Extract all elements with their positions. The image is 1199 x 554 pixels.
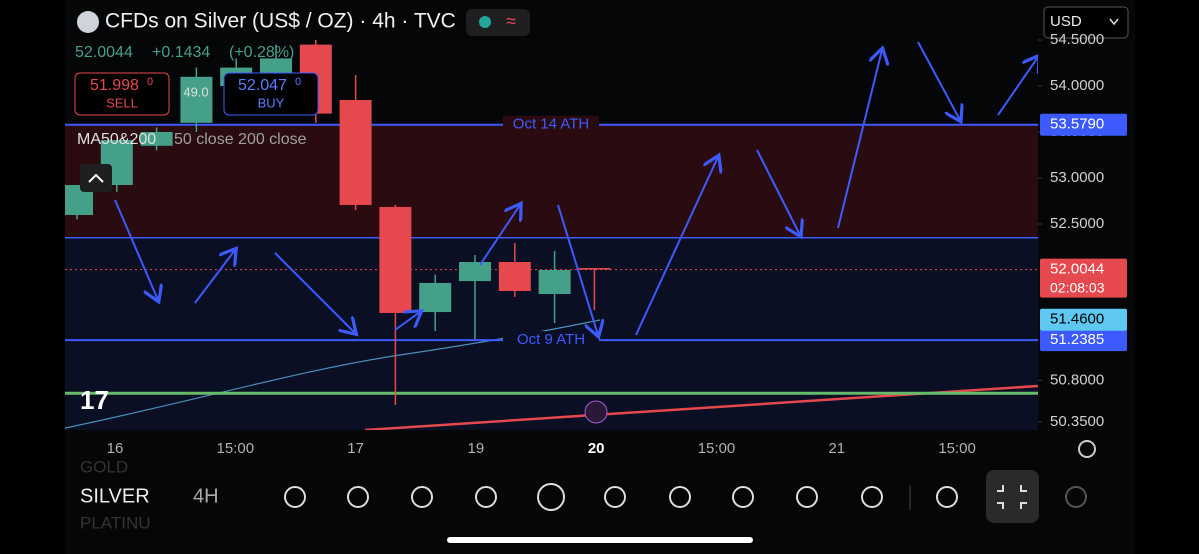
indicator-name: MA50&200 <box>77 131 156 148</box>
candle-body <box>459 262 491 282</box>
toolbar-icon[interactable] <box>936 486 958 508</box>
ghost-above: GOLD <box>80 457 128 476</box>
flash-icon <box>584 400 608 424</box>
home-indicator <box>447 537 753 543</box>
candle-body <box>538 270 571 295</box>
toolbar-icon[interactable] <box>411 486 433 508</box>
indicator-params: 50 close 200 close <box>174 131 307 148</box>
price: 52.0044 <box>75 44 133 61</box>
status-wave: ≈ <box>506 11 516 31</box>
price-tag-label: 52.0044 <box>1050 261 1104 278</box>
arrow <box>635 157 718 336</box>
candle-body <box>498 262 531 291</box>
level-label: Oct 9 ATH <box>517 331 585 348</box>
plot: Oct 14 ATH Oct 9 ATH <box>65 40 1038 430</box>
overlay: CFDs on Silver (US$ / OZ) · 4h · TVC ≈52.… <box>74 6 1129 543</box>
arrow <box>557 204 598 335</box>
price-tag <box>1040 329 1127 352</box>
level-label-bg <box>503 115 599 134</box>
countdown: 02:08:03 <box>1050 279 1105 295</box>
currency-caret <box>1109 18 1119 26</box>
price-tag-label: 51.4600 <box>1050 311 1104 328</box>
currency: USD <box>1050 13 1082 30</box>
arrow <box>194 250 235 304</box>
toolbar-icon[interactable] <box>475 486 497 508</box>
ma-50 <box>65 319 601 429</box>
price-tag <box>1040 308 1127 331</box>
time-label: 16 <box>107 440 124 457</box>
fullscreen-btn[interactable] <box>986 470 1039 523</box>
time-label: 21 <box>828 440 845 457</box>
sell-label: SELL <box>106 95 138 110</box>
toolbar-icon[interactable] <box>796 486 818 508</box>
interval[interactable]: 4H <box>193 485 219 507</box>
price-tag-label: 53.5790 <box>1050 116 1104 133</box>
collapse-btn[interactable] <box>80 164 112 192</box>
sell-button[interactable] <box>74 72 170 116</box>
fullscreen-icon <box>997 485 1027 509</box>
collapse-icon <box>88 173 104 183</box>
arrow <box>394 312 420 331</box>
tv-logo: 17 <box>80 385 109 415</box>
buy-label: BUY <box>258 95 285 110</box>
price-tag-label: 51.2385 <box>1050 331 1104 348</box>
price-tick-label: 53.0000 <box>1050 169 1104 186</box>
arrow <box>114 199 158 300</box>
resistance-zone <box>65 124 1038 238</box>
toolbar-icon[interactable] <box>1065 486 1087 508</box>
price-tick-label: 50.8000 <box>1050 371 1104 388</box>
arrow <box>274 252 355 333</box>
toolbar-icon[interactable] <box>537 483 565 511</box>
price-tick-label: 54.5000 <box>1050 31 1104 48</box>
status-pill <box>466 9 530 36</box>
sell-suffix: 0 <box>147 76 153 88</box>
candle-body <box>180 76 213 123</box>
price-tick-label: 50.3500 <box>1050 413 1104 430</box>
level-label: Oct 14 ATH <box>513 116 589 133</box>
time-label: 15:00 <box>938 440 976 457</box>
candle-body <box>140 132 173 146</box>
arrow <box>756 149 800 235</box>
time-label: 17 <box>347 440 364 457</box>
price-tick-label: 54.0000 <box>1050 77 1104 94</box>
title: CFDs on Silver (US$ / OZ) · 4h · TVC <box>105 10 456 33</box>
settings-icon <box>1078 440 1096 458</box>
candle-body <box>379 206 412 313</box>
toolbar-icon[interactable] <box>669 486 691 508</box>
toolbar-icon[interactable] <box>347 486 369 508</box>
price-tick-label: 52.5000 <box>1050 215 1104 232</box>
candle-body <box>578 267 611 270</box>
arrow <box>997 57 1038 116</box>
time-label: 15:00 <box>698 440 736 457</box>
change: +0.1434 <box>152 44 210 61</box>
symbol-icon <box>77 11 99 33</box>
buy-button[interactable] <box>223 72 319 116</box>
price-tag <box>1040 113 1127 136</box>
sell-price: 51.998 <box>90 77 139 94</box>
change-pct: (+0.28%) <box>229 44 294 61</box>
candle-body <box>419 282 452 313</box>
toolbar-icon[interactable] <box>284 486 306 508</box>
time-label: 19 <box>468 440 485 457</box>
arrow <box>479 205 520 266</box>
arrow <box>837 50 882 229</box>
status-dot <box>479 16 491 28</box>
price-tag <box>1040 258 1127 298</box>
spread: 49.0 <box>183 84 208 99</box>
time-label: 20 <box>588 440 605 457</box>
buy-suffix: 0 <box>295 76 301 88</box>
toolbar-icon[interactable] <box>732 486 754 508</box>
toolbar-icon[interactable] <box>861 486 883 508</box>
time-label: 15:00 <box>217 440 255 457</box>
toolbar-icon[interactable] <box>604 486 626 508</box>
symbol[interactable]: SILVER <box>80 485 150 507</box>
buy-price: 52.047 <box>238 77 287 94</box>
currency-btn[interactable] <box>1043 6 1129 39</box>
level-label-bg <box>503 331 599 350</box>
arrow <box>917 41 960 120</box>
ghost-below: PLATINU <box>80 513 151 532</box>
candle-body <box>339 99 372 205</box>
